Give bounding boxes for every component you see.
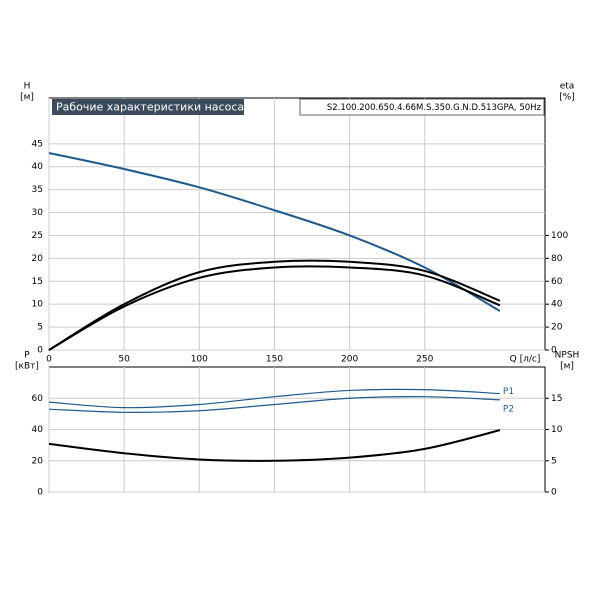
y2-tick-label: 80	[551, 254, 563, 264]
title-box	[52, 99, 244, 115]
y-label: P	[24, 351, 30, 361]
series-line	[48, 265, 501, 351]
y-unit: [м]	[20, 93, 34, 103]
series-line	[48, 388, 500, 409]
y2-tick-label: 60	[551, 277, 563, 287]
y-tick-label: 0	[37, 488, 43, 498]
y2-tick-label: 10	[551, 425, 563, 435]
y2-label: eta	[560, 82, 575, 92]
y-tick-label: 25	[32, 231, 43, 241]
y2-unit: [м]	[560, 362, 574, 372]
series-label: P1	[503, 387, 514, 397]
x-tick-label: 150	[266, 355, 283, 365]
y2-tick-label: 0	[551, 488, 557, 498]
y-tick-label: 10	[32, 300, 44, 310]
y2-tick-label: 5	[551, 456, 557, 466]
y2-tick-label: 0	[551, 346, 557, 356]
y2-tick-label: 15	[551, 394, 562, 404]
y-tick-label: 5	[37, 323, 43, 333]
x-label: Q [л/с]	[510, 355, 541, 365]
y-tick-label: 60	[32, 394, 44, 404]
x-tick-label: 100	[191, 355, 208, 365]
chart-subtitle: S2.100.200.650.4.66M.S.350.G.N.D.513GPA,…	[327, 103, 542, 113]
series-line	[48, 259, 501, 351]
chart-title: Рабочие характеристики насоса	[56, 101, 244, 114]
series-line	[48, 152, 501, 312]
series-line	[48, 429, 501, 462]
x-tick-label: 200	[341, 355, 358, 365]
plot-area	[48, 97, 546, 351]
y-tick-label: 0	[37, 346, 43, 356]
y-tick-label: 45	[32, 139, 43, 149]
y-tick-label: 15	[32, 277, 43, 287]
series-line	[48, 396, 500, 413]
y2-unit: [%]	[559, 93, 575, 103]
x-tick-label: 250	[416, 355, 433, 365]
y2-tick-label: 40	[551, 300, 563, 310]
y2-label: NPSH	[555, 351, 580, 361]
y-tick-label: 30	[32, 208, 44, 218]
y-tick-label: 40	[32, 162, 44, 172]
y-tick-label: 20	[32, 456, 44, 466]
series-label: P2	[503, 404, 514, 414]
subtitle-box	[299, 98, 545, 116]
y2-tick-label: 20	[551, 323, 563, 333]
y-label: H	[24, 82, 31, 92]
y-tick-label: 35	[32, 185, 43, 195]
y-tick-label: 40	[32, 425, 44, 435]
x-tick-label: 0	[46, 355, 52, 365]
x-tick-label: 50	[118, 355, 130, 365]
y2-tick-label: 100	[551, 231, 568, 241]
y-tick-label: 20	[32, 254, 44, 264]
y-unit: [кВт]	[15, 362, 39, 372]
